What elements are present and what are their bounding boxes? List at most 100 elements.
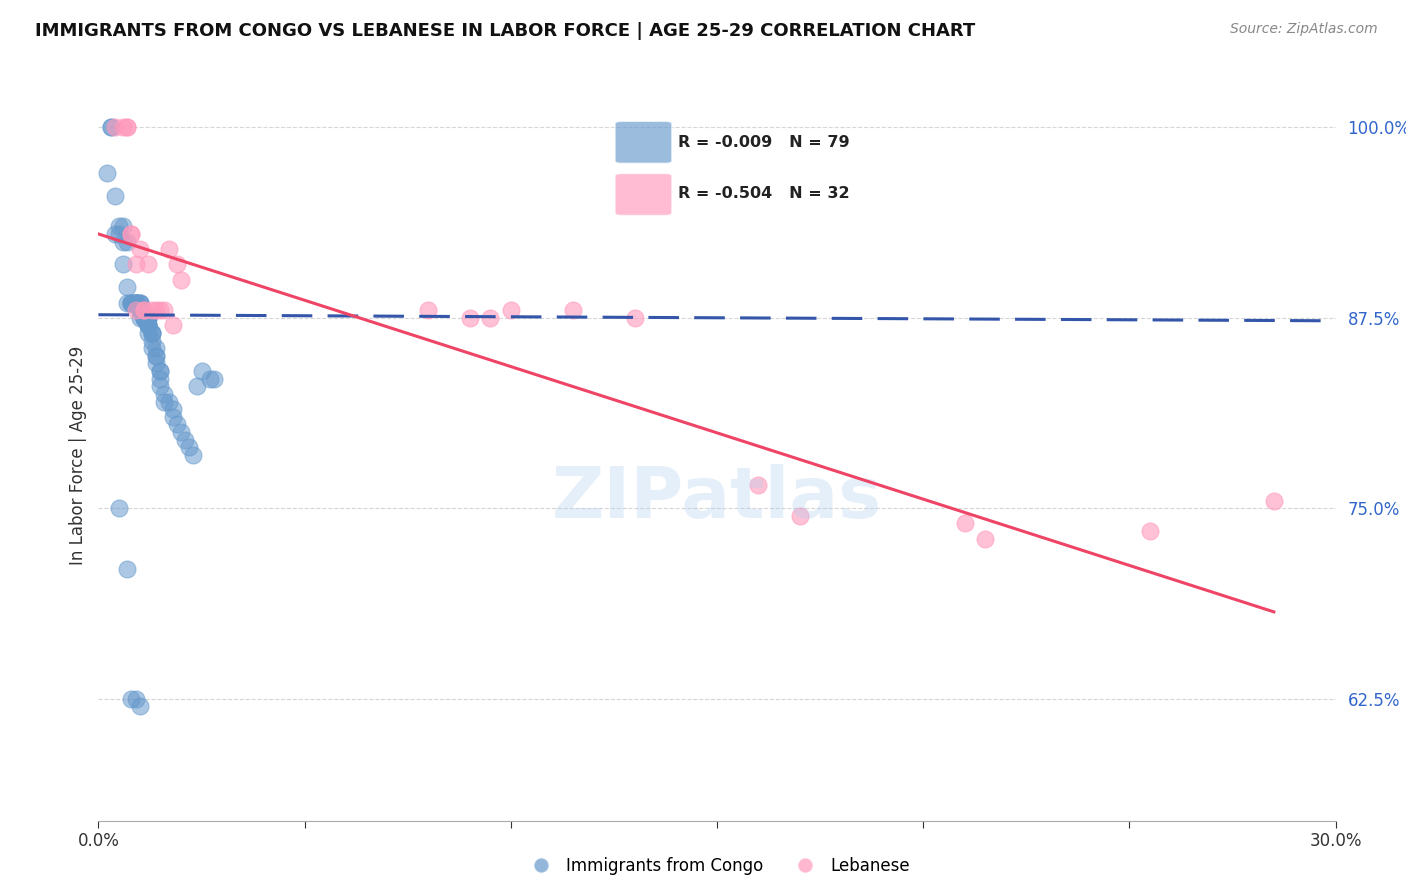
Point xyxy=(141,326,163,340)
Point xyxy=(145,356,167,370)
Point xyxy=(128,303,150,318)
Point xyxy=(132,303,155,318)
Point xyxy=(162,402,184,417)
Point xyxy=(112,120,135,135)
Point xyxy=(100,120,122,135)
Point xyxy=(458,310,481,325)
Point xyxy=(124,303,146,318)
Point xyxy=(170,425,193,439)
Point xyxy=(132,310,155,325)
Point xyxy=(141,303,163,318)
Point xyxy=(149,379,172,393)
Point xyxy=(108,501,131,516)
Point xyxy=(136,310,159,325)
Point xyxy=(974,532,997,546)
Point xyxy=(149,364,172,378)
Point xyxy=(112,219,135,234)
Point xyxy=(136,318,159,333)
Point xyxy=(104,227,127,241)
Point xyxy=(112,235,135,249)
Point xyxy=(112,257,135,271)
Point xyxy=(100,120,122,135)
Point xyxy=(181,448,204,462)
Point xyxy=(117,562,139,576)
Point xyxy=(132,310,155,325)
Text: ZIPatlas: ZIPatlas xyxy=(553,465,882,533)
Point xyxy=(124,295,146,310)
Point xyxy=(166,257,188,271)
Point xyxy=(128,295,150,310)
Point xyxy=(124,295,146,310)
Point xyxy=(179,440,201,454)
Point xyxy=(124,691,146,706)
Point xyxy=(128,295,150,310)
Point xyxy=(117,280,139,294)
Point xyxy=(141,341,163,355)
Point xyxy=(149,303,172,318)
Point xyxy=(136,326,159,340)
Point xyxy=(149,372,172,386)
Point xyxy=(120,691,142,706)
Point xyxy=(136,318,159,333)
Point xyxy=(141,326,163,340)
Point xyxy=(132,310,155,325)
Point xyxy=(190,364,212,378)
Point xyxy=(162,318,184,333)
Point xyxy=(117,120,139,135)
Point xyxy=(561,303,583,318)
Point xyxy=(479,310,502,325)
Point xyxy=(96,166,118,180)
Point xyxy=(1263,493,1285,508)
Point xyxy=(153,303,176,318)
Point xyxy=(132,310,155,325)
Point xyxy=(623,310,645,325)
Point xyxy=(157,394,180,409)
Point xyxy=(198,372,221,386)
Point xyxy=(1139,524,1161,538)
Point xyxy=(141,326,163,340)
Point xyxy=(202,372,225,386)
Point xyxy=(136,318,159,333)
Point xyxy=(124,295,146,310)
Point xyxy=(136,310,159,325)
Text: Source: ZipAtlas.com: Source: ZipAtlas.com xyxy=(1230,22,1378,37)
Point xyxy=(124,257,146,271)
Point xyxy=(132,303,155,318)
Point xyxy=(136,318,159,333)
Point xyxy=(132,310,155,325)
Point xyxy=(174,433,197,447)
Point xyxy=(117,295,139,310)
Point xyxy=(120,227,142,241)
Point xyxy=(747,478,769,492)
Point xyxy=(124,295,146,310)
Point xyxy=(136,257,159,271)
Point xyxy=(120,295,142,310)
Legend: Immigrants from Congo, Lebanese: Immigrants from Congo, Lebanese xyxy=(517,850,917,882)
Point xyxy=(120,295,142,310)
Point xyxy=(128,310,150,325)
Point xyxy=(953,516,976,531)
Point xyxy=(132,310,155,325)
Point xyxy=(117,235,139,249)
Point xyxy=(499,303,522,318)
Point xyxy=(789,508,811,523)
Point xyxy=(141,334,163,348)
Point xyxy=(128,303,150,318)
Point xyxy=(132,310,155,325)
Point xyxy=(120,227,142,241)
Point xyxy=(128,242,150,256)
Point xyxy=(120,295,142,310)
Point xyxy=(157,242,180,256)
Point xyxy=(145,349,167,363)
Point xyxy=(124,295,146,310)
Text: IMMIGRANTS FROM CONGO VS LEBANESE IN LABOR FORCE | AGE 25-29 CORRELATION CHART: IMMIGRANTS FROM CONGO VS LEBANESE IN LAB… xyxy=(35,22,976,40)
Point xyxy=(128,303,150,318)
Point xyxy=(128,303,150,318)
Point xyxy=(124,295,146,310)
Point xyxy=(418,303,440,318)
Point xyxy=(128,295,150,310)
Point xyxy=(108,219,131,234)
Point xyxy=(145,303,167,318)
Y-axis label: In Labor Force | Age 25-29: In Labor Force | Age 25-29 xyxy=(69,345,87,565)
Point xyxy=(108,227,131,241)
